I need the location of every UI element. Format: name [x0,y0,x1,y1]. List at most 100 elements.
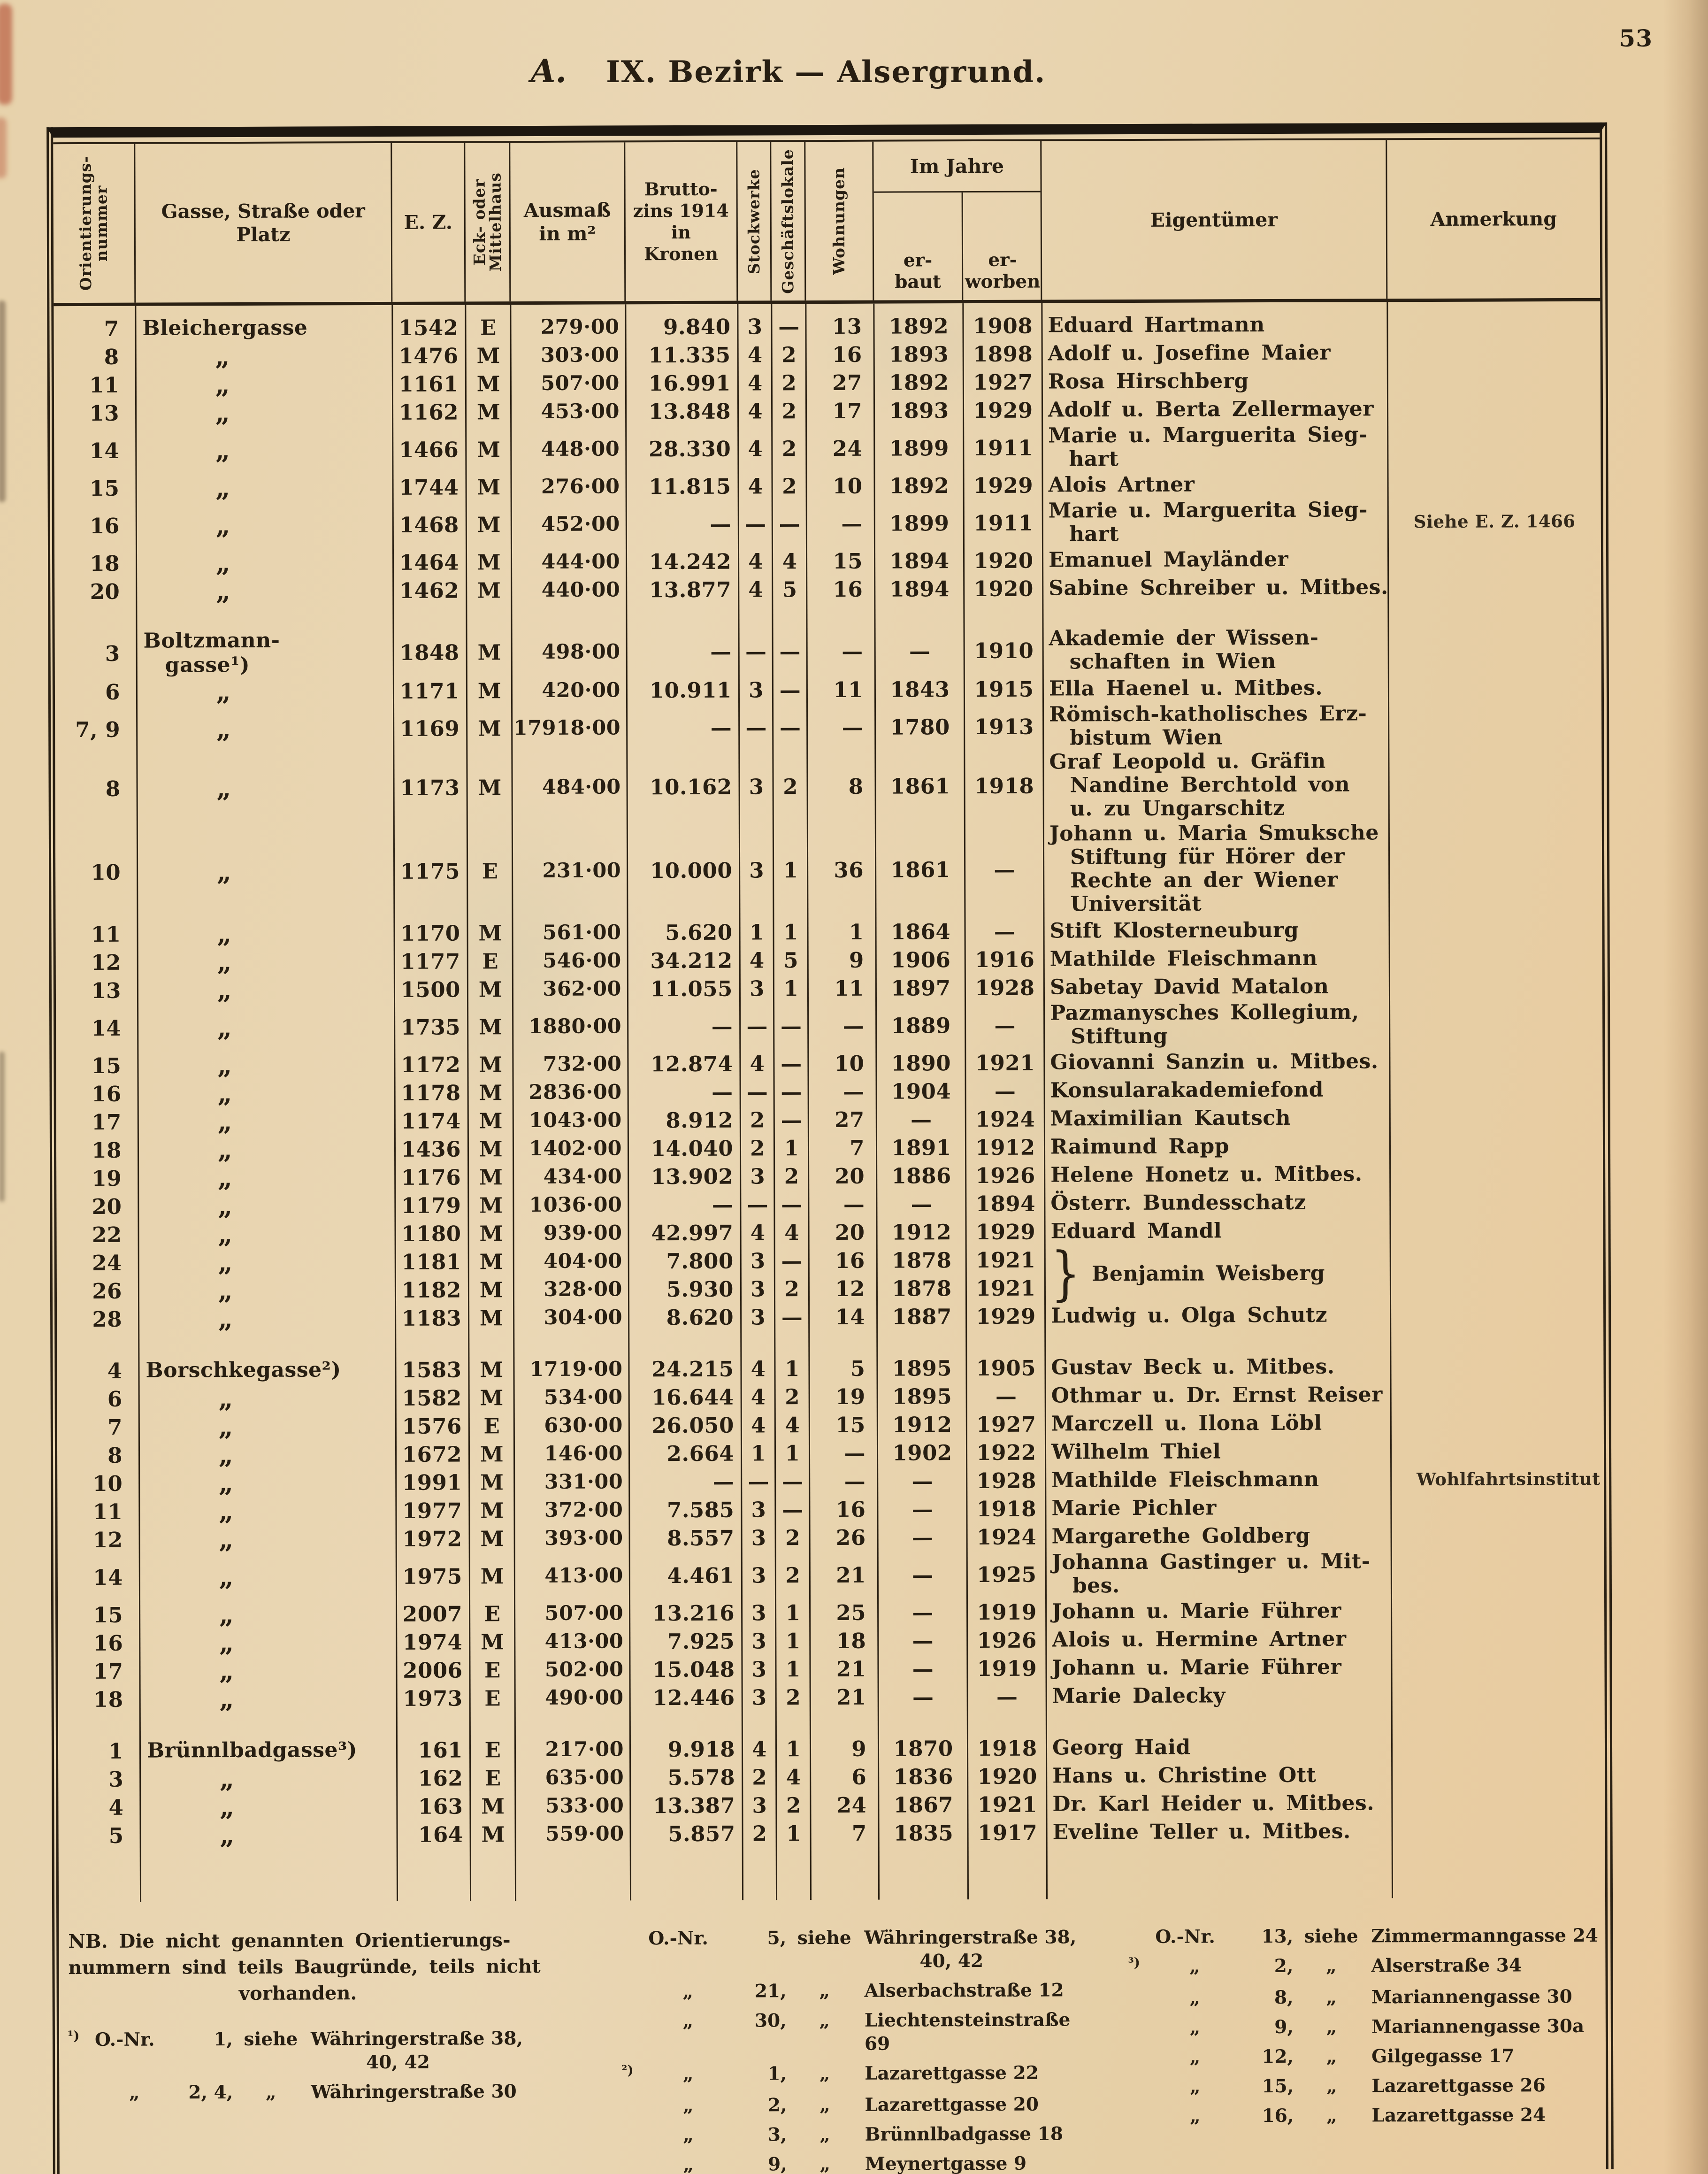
cell-geschaeftslokale: — [779,677,801,702]
owner-name: Österr. Bundesschatz [1050,1191,1306,1215]
col-header-eigentuemer: Eigentümer [1042,140,1388,300]
cell-orientierungsnummer: 6 [107,1386,123,1412]
cell-ez: 1172 [401,1052,461,1077]
cell-ausmass: 939·00 [543,1221,622,1245]
cell-stockwerke: 3 [750,1163,766,1189]
cell-stockwerke: 3 [751,1628,767,1654]
cell-wohnungen: 12 [835,1276,865,1301]
cell-ausmass: 304·00 [544,1306,623,1329]
table-row: 11 „ 1161 M 507·00 16.991 4 2 27 1892 1927 Rosa Hir… [54,366,1601,399]
cell-eck-mittelhaus: E [484,1685,501,1711]
cell-anmerkung [1391,1408,1604,1437]
owner-name-line: schaften in Wien [1069,649,1276,674]
footnote-row: ³) „ 2, „ Alserstraße 34 [1128,1953,1599,1980]
cell-ausmass: 17918·00 [513,716,621,740]
col-header-stockwerke: Stockwerke [737,142,772,301]
cell-anmerkung [1389,915,1602,944]
footnote-siehe: „ [820,2094,830,2116]
footnote-target-line: Lazarettgasse 24 [1371,2104,1546,2127]
footnote-row: „ 2, 4, „ Währingerstraße 30 [68,2080,593,2105]
cell-geschaeftslokale: 1 [783,857,798,883]
cell-ez: 1576 [402,1413,462,1439]
cell-eck-mittelhaus: M [480,1498,504,1523]
col-header-wohnungen: Wohnungen [805,141,874,301]
cell-gasse: Bleichergasse [136,314,392,343]
cell-eck-mittelhaus: M [480,1441,504,1467]
footnote-number: 9, [1274,2016,1294,2038]
cell-geschaeftslokale: 1 [785,1440,800,1466]
owner-name: Römisch-katholisches Erz-bistum Wien [1049,701,1367,750]
cell-wohnungen: 10 [832,473,863,499]
page-number: 53 [1619,24,1653,52]
owner-name: Marie Pichler [1051,1496,1217,1520]
cell-erworben: 1929 [973,473,1034,498]
cell-eigentuemer: Sabetay David Matalon [1044,972,1390,1001]
cell-anmerkung [1391,1244,1603,1273]
table-row: 10 „ 1175 E 231·00 10.000 3 1 36 1861 — Johann u. M… [55,820,1602,920]
cell-wohnungen: 16 [835,1248,865,1273]
table-row: 11 „ 1170 M 561·00 5.620 1 1 1 1864— Stift Kloster… [55,915,1602,949]
table-row: 1 Brünnlbadgasse³) 161 E 217·00 9.918 4 1 9 1870 1… [58,1732,1605,1765]
cell-erworben: 1918 [976,1496,1037,1521]
ditto-mark: „ [217,947,232,977]
cell-erworben: 1898 [973,341,1033,367]
cell-ausmass: 303·00 [541,343,620,367]
ditto-mark: „ [217,1135,233,1165]
cell-eigentuemer: Othmar u. Dr. Ernst Reiser [1046,1381,1391,1410]
footnote-row: „ 3, „ Brünnlbadgasse 18 [622,2122,1101,2147]
owner-name-line: Akademie der Wissen- [1049,625,1319,651]
cell-eck-mittelhaus: E [483,1413,500,1438]
scan-artifact [0,4,12,105]
cell-ausmass: 434·00 [543,1165,622,1189]
cell-erworben: — [996,1684,1018,1709]
cell-ausmass: 231·00 [542,859,621,883]
cell-stockwerke: 4 [751,1384,766,1410]
title-section-letter: A. [530,53,567,90]
cell-stockwerke: 4 [748,548,764,574]
footnote-target-line: Alserstraße 34 [1371,1954,1522,1977]
cell-stockwerke: — [748,1468,770,1494]
cell-anmerkung [1391,1437,1604,1465]
owner-name: Stift Klosterneuburg [1049,918,1299,943]
cell-bruttozins: 14.040 [651,1136,734,1161]
footnote-row: „ 12, „ Gilgegasse 17 [1128,2044,1599,2069]
cell-geschaeftslokale: — [781,1191,803,1217]
cell-anmerkung [1391,1300,1603,1329]
cell-geschaeftslokale: 5 [783,947,799,973]
owner-name: Othmar u. Dr. Ernst Reiser [1051,1383,1383,1407]
cell-ausmass: 561·00 [542,921,621,945]
cell-eck-mittelhaus: M [481,1793,505,1819]
cell-geschaeftslokale: 2 [781,370,797,395]
footnote-siehe: „ [1326,1955,1337,1977]
cell-eck-mittelhaus: M [477,549,501,575]
cell-geschaeftslokale: 1 [783,976,799,1001]
footnote-number: 5, [767,1927,787,1949]
ditto-mark: „ [218,1411,234,1442]
cell-stockwerke: 4 [747,370,763,396]
owner-name-line: Marie Dalecky [1052,1683,1225,1708]
street-name: Brünnlbadgasse³) [147,1738,357,1763]
owner-name: Pazmanysches Kollegium, Stiftung [1050,1000,1359,1048]
cell-anmerkung [1390,1160,1603,1188]
cell-wohnungen: 27 [832,370,862,395]
footnote-number: 21, [754,1980,787,2002]
cell-anmerkung [1387,310,1600,338]
cell-ausmass: 217·00 [545,1737,624,1761]
cell-bruttozins: 16.644 [651,1384,734,1410]
cell-erworben: 1921 [977,1792,1038,1817]
cell-erbaut: 1892 [889,369,949,395]
owner-name: Adolf u. Josefine Maier [1048,341,1331,366]
owner-name: Maximilian Kautsch [1050,1106,1291,1131]
cell-gasse: „ [139,1496,396,1526]
cell-wohnungen: 21 [836,1656,866,1682]
cell-stockwerke: 2 [750,1135,765,1161]
cell-stockwerke: 4 [748,576,764,602]
cell-ausmass: 420·00 [542,678,621,702]
cell-gasse: „ [137,548,393,578]
cell-eigentuemer: Stift Klosterneuburg [1044,916,1389,945]
cell-orientierungsnummer: 4 [108,1795,124,1820]
footnote-target-line: Lazarettgasse 26 [1371,2074,1546,2097]
cell-ausmass: 393·00 [544,1526,623,1550]
table-frame-inner: Orientierungs- nummer Gasse, Straße oder… [53,137,1606,2174]
cell-geschaeftslokale: — [781,1107,803,1132]
